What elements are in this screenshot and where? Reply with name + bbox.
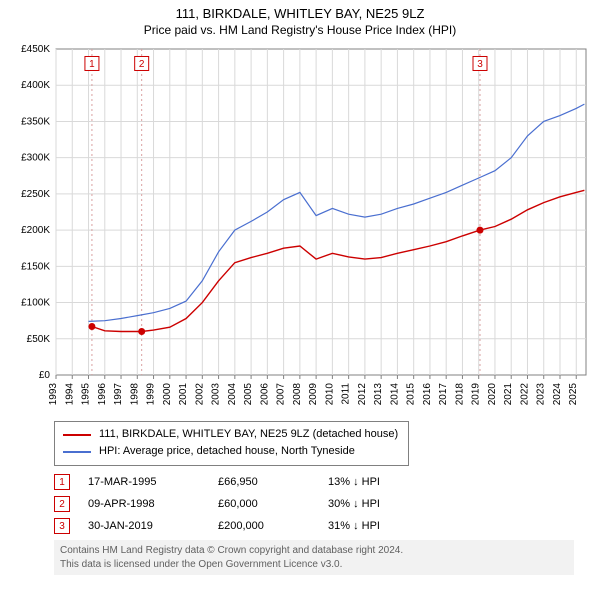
legend-label: HPI: Average price, detached house, Nort… bbox=[99, 443, 355, 461]
svg-text:1996: 1996 bbox=[97, 382, 108, 405]
svg-text:1994: 1994 bbox=[64, 382, 75, 405]
svg-text:1998: 1998 bbox=[129, 382, 140, 405]
svg-text:2011: 2011 bbox=[341, 382, 352, 404]
event-date: 30-JAN-2019 bbox=[88, 520, 218, 532]
legend: 111, BIRKDALE, WHITLEY BAY, NE25 9LZ (de… bbox=[54, 421, 409, 466]
svg-text:£0: £0 bbox=[39, 370, 51, 381]
event-num: 2 bbox=[59, 499, 65, 510]
event-badge: 3 bbox=[54, 518, 70, 534]
legend-swatch bbox=[63, 451, 91, 453]
event-price: £200,000 bbox=[218, 520, 328, 532]
svg-text:1997: 1997 bbox=[113, 382, 124, 405]
svg-text:2012: 2012 bbox=[357, 382, 368, 405]
legend-item: HPI: Average price, detached house, Nort… bbox=[63, 443, 398, 461]
chart-plot: £0 £50K £100K £150K £200K £250K £300K £350K £400… bbox=[8, 43, 592, 413]
svg-text:2009: 2009 bbox=[308, 382, 319, 405]
event-price: £66,950 bbox=[218, 476, 328, 488]
svg-text:2: 2 bbox=[139, 59, 145, 70]
svg-text:2000: 2000 bbox=[162, 382, 173, 405]
svg-text:2024: 2024 bbox=[552, 382, 563, 405]
footer-line: This data is licensed under the Open Gov… bbox=[60, 558, 568, 572]
svg-text:2006: 2006 bbox=[259, 382, 270, 405]
svg-text:2014: 2014 bbox=[389, 382, 400, 405]
svg-text:2020: 2020 bbox=[487, 382, 498, 405]
svg-text:2010: 2010 bbox=[324, 382, 335, 405]
event-date: 17-MAR-1995 bbox=[88, 476, 218, 488]
svg-text:£300K: £300K bbox=[21, 153, 50, 164]
event-badge: 1 bbox=[54, 474, 70, 490]
event-num: 1 bbox=[59, 477, 65, 488]
svg-text:£450K: £450K bbox=[21, 44, 50, 55]
svg-text:1: 1 bbox=[89, 59, 95, 70]
svg-text:1993: 1993 bbox=[48, 382, 59, 405]
event-row: 2 09-APR-1998 £60,000 30% ↓ HPI bbox=[54, 496, 592, 512]
event-delta: 31% ↓ HPI bbox=[328, 520, 380, 532]
svg-text:2002: 2002 bbox=[194, 382, 205, 405]
svg-text:2025: 2025 bbox=[568, 382, 579, 405]
svg-text:£50K: £50K bbox=[27, 334, 51, 345]
svg-text:2007: 2007 bbox=[276, 382, 287, 405]
legend-label: 111, BIRKDALE, WHITLEY BAY, NE25 9LZ (de… bbox=[99, 426, 398, 444]
svg-text:2018: 2018 bbox=[454, 382, 465, 405]
svg-text:2001: 2001 bbox=[178, 382, 189, 405]
svg-text:2022: 2022 bbox=[519, 382, 530, 405]
svg-text:3: 3 bbox=[477, 59, 483, 70]
events-table: 1 17-MAR-1995 £66,950 13% ↓ HPI 2 09-APR… bbox=[54, 474, 592, 534]
svg-text:2005: 2005 bbox=[243, 382, 254, 405]
event-delta: 13% ↓ HPI bbox=[328, 476, 380, 488]
svg-text:1999: 1999 bbox=[146, 382, 157, 405]
event-row: 3 30-JAN-2019 £200,000 31% ↓ HPI bbox=[54, 518, 592, 534]
chart-title: 111, BIRKDALE, WHITLEY BAY, NE25 9LZ bbox=[8, 6, 592, 23]
svg-text:£400K: £400K bbox=[21, 80, 50, 91]
svg-text:1995: 1995 bbox=[81, 382, 92, 405]
event-delta: 30% ↓ HPI bbox=[328, 498, 380, 510]
svg-text:2013: 2013 bbox=[373, 382, 384, 405]
event-num: 3 bbox=[59, 521, 65, 532]
event-row: 1 17-MAR-1995 £66,950 13% ↓ HPI bbox=[54, 474, 592, 490]
svg-text:2023: 2023 bbox=[536, 382, 547, 405]
svg-text:2021: 2021 bbox=[503, 382, 514, 405]
chart-svg: £0 £50K £100K £150K £200K £250K £300K £350K £400… bbox=[8, 43, 592, 413]
svg-text:£250K: £250K bbox=[21, 189, 50, 200]
svg-text:£100K: £100K bbox=[21, 297, 50, 308]
attribution-footer: Contains HM Land Registry data © Crown c… bbox=[54, 540, 574, 575]
svg-text:2004: 2004 bbox=[227, 382, 238, 405]
event-date: 09-APR-1998 bbox=[88, 498, 218, 510]
svg-text:2017: 2017 bbox=[438, 382, 449, 405]
chart-subtitle: Price paid vs. HM Land Registry's House … bbox=[8, 23, 592, 37]
svg-text:2019: 2019 bbox=[471, 382, 482, 405]
legend-swatch bbox=[63, 434, 91, 436]
svg-text:£200K: £200K bbox=[21, 225, 50, 236]
svg-text:£150K: £150K bbox=[21, 261, 50, 272]
event-price: £60,000 bbox=[218, 498, 328, 510]
chart-container: 111, BIRKDALE, WHITLEY BAY, NE25 9LZ Pri… bbox=[0, 0, 600, 581]
svg-text:2016: 2016 bbox=[422, 382, 433, 405]
svg-text:2008: 2008 bbox=[292, 382, 303, 405]
footer-line: Contains HM Land Registry data © Crown c… bbox=[60, 544, 568, 558]
svg-text:2003: 2003 bbox=[211, 382, 222, 405]
legend-item: 111, BIRKDALE, WHITLEY BAY, NE25 9LZ (de… bbox=[63, 426, 398, 444]
event-badge: 2 bbox=[54, 496, 70, 512]
svg-text:2015: 2015 bbox=[406, 382, 417, 405]
svg-text:£350K: £350K bbox=[21, 116, 50, 127]
